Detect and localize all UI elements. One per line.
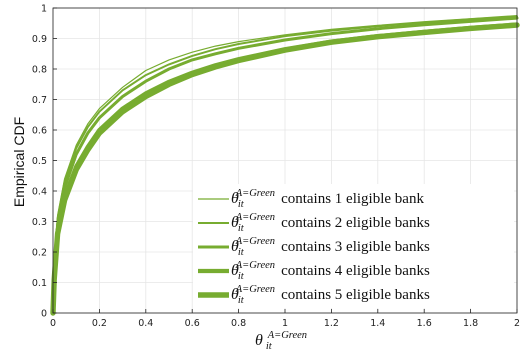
x-tick-label: 0.2 [92,318,107,329]
legend-item-4: θitA=Green contains 4 eligible banks [198,260,430,282]
legend-box [193,184,514,308]
y-axis-label: Empirical CDF [11,117,27,207]
legend-item-1: θitA=Green contains 1 eligible bank [198,188,424,210]
y-tick-label: 0 [41,309,47,320]
x-axis-label-sub: it [266,341,273,352]
legend-item-3: θitA=Green contains 3 eligible banks [198,236,430,258]
y-tick-label: 0.5 [32,156,47,167]
x-tick-label: 1 [282,318,288,329]
legend-label: θitA=Green contains 2 eligible banks [231,212,430,234]
legend-theta: θ [231,286,239,303]
y-tick-label: 0.2 [32,248,47,259]
legend-series-name: contains 4 eligible banks [281,263,430,279]
x-axis-ticks: 0 0.2 0.4 0.6 0.8 1 1.2 1.4 1.6 1.8 2 [50,309,520,329]
legend-item-2: θitA=Green contains 2 eligible banks [198,212,430,234]
legend-superscript: A=Green [235,284,275,295]
legend-subscript: it [238,247,245,258]
y-tick-label: 0.9 [32,34,47,45]
legend-subscript: it [238,223,245,234]
legend-label: θitA=Green contains 3 eligible banks [231,236,430,258]
x-tick-label: 1.4 [370,318,385,329]
legend-subscript: it [238,271,245,282]
x-tick-label: 1.6 [417,318,432,329]
y-tick-label: 0.1 [32,278,47,289]
legend-subscript: it [238,199,245,210]
legend-series-name: contains 2 eligible banks [281,215,430,231]
series-lines [50,15,520,316]
legend-superscript: A=Green [235,236,275,247]
legend-theta: θ [231,238,239,255]
legend-superscript: A=Green [235,260,275,271]
y-tick-label: 0.7 [32,95,47,106]
legend-item-5: θitA=Green contains 5 eligible banks [198,284,430,306]
legend-subscript: it [238,295,245,306]
y-tick-label: 1 [41,4,47,15]
series-line-2 [52,15,518,314]
legend-series-name: contains 5 eligible banks [281,287,430,303]
legend: θitA=Green contains 1 eligible bankθitA=G… [193,184,514,308]
series-line-3 [51,16,519,315]
x-tick-label: 0 [50,318,56,329]
x-tick-label: 0.8 [231,318,246,329]
legend-superscript: A=Green [235,212,275,223]
x-axis-label-base: θ [255,332,263,349]
series-line-5 [50,22,520,316]
y-axis-ticks: 0 0.1 0.2 0.3 0.4 0.5 0.6 0.7 0.8 0.9 1 [32,4,57,320]
legend-series-name: contains 3 eligible banks [281,239,430,255]
legend-label: θitA=Green contains 1 eligible bank [231,188,424,210]
x-tick-label: 0.4 [138,318,153,329]
x-axis-label-sup: A=Green [267,330,307,341]
x-tick-label: 2 [514,318,520,329]
y-tick-label: 0.3 [32,217,47,228]
legend-series-name: contains 1 eligible bank [281,191,424,207]
legend-label: θitA=Green contains 5 eligible banks [231,284,430,306]
x-tick-label: 1.8 [463,318,478,329]
x-tick-label: 0.6 [185,318,200,329]
legend-label: θitA=Green contains 4 eligible banks [231,260,430,282]
y-tick-label: 0.4 [32,187,47,198]
legend-theta: θ [231,214,239,231]
legend-theta: θ [231,262,239,279]
legend-theta: θ [231,190,239,207]
x-axis-label: θ it A=Green [255,330,307,353]
legend-superscript: A=Green [235,188,275,199]
y-tick-label: 0.8 [32,65,47,76]
y-tick-label: 0.6 [32,126,47,137]
x-tick-label: 1.2 [324,318,339,329]
